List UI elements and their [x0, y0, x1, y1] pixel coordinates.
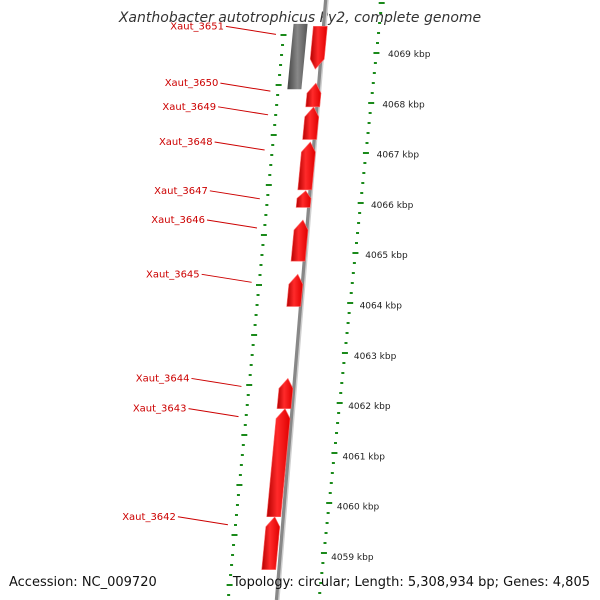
gene-label: Xaut_3650 — [165, 78, 219, 89]
gene-leader-line — [209, 190, 260, 200]
gene-leader-line — [218, 106, 269, 116]
kbp-label: 4067 kbp — [377, 151, 420, 161]
gene-label: Xaut_3646 — [151, 215, 205, 226]
gene-arrow[interactable] — [266, 408, 291, 518]
gene-labels: Xaut_3651 Xaut_3650 Xaut_3649 Xaut_3648 Xaut… — [122, 21, 277, 526]
gene-label: Xaut_3651 — [170, 21, 224, 32]
gene-leader-line — [188, 408, 239, 418]
kbp-label: 4066 kbp — [371, 201, 414, 211]
kbp-label: 4063 kbp — [354, 352, 397, 362]
backbone-highlight — [278, 0, 329, 600]
pseudo-gene-segment — [287, 23, 308, 90]
gene-arrow[interactable] — [276, 377, 294, 409]
left-tick-track — [226, 34, 287, 596]
gene-arrow[interactable] — [309, 26, 328, 70]
gene-label: Xaut_3647 — [154, 186, 208, 197]
kbp-label: 4069 kbp — [388, 50, 431, 60]
gene-label: Xaut_3648 — [159, 137, 213, 148]
kbp-label: 4064 kbp — [360, 302, 403, 312]
gene-leader-line — [201, 273, 252, 283]
gene-label: Xaut_3643 — [133, 404, 187, 415]
gene-track — [261, 23, 328, 570]
kbp-label: 4065 kbp — [365, 251, 408, 261]
gene-arrow[interactable] — [297, 141, 316, 191]
genome-title: Xanthobacter autotrophicus Py2, complete… — [118, 10, 482, 26]
kbp-label: 4062 kbp — [348, 402, 391, 412]
gene-leader-line — [206, 219, 258, 229]
gene-arrow[interactable] — [295, 190, 312, 208]
kbp-label: 4061 kbp — [343, 452, 386, 462]
kbp-ruler: 4069 kbp 4068 kbp 4067 kbp 4066 kbp 4065 kbp… — [331, 50, 431, 563]
gene-label: Xaut_3645 — [146, 269, 200, 280]
gene-leader-line — [214, 141, 265, 151]
topology-text: Topology: circular; Length: 5,308,934 bp… — [232, 575, 590, 590]
gene-arrow[interactable] — [290, 219, 309, 262]
gene-arrow[interactable] — [305, 82, 322, 108]
gene-arrow[interactable] — [261, 516, 281, 570]
gene-leader-line — [191, 377, 242, 387]
gene-arrow[interactable] — [302, 106, 320, 140]
gene-label: Xaut_3649 — [162, 102, 216, 113]
right-tick-track — [318, 2, 385, 594]
kbp-label: 4068 kbp — [382, 100, 425, 110]
genome-backbone — [274, 0, 329, 600]
kbp-label: 4060 kbp — [337, 503, 380, 513]
accession-text: Accession: NC_009720 — [9, 575, 157, 590]
gene-leader-line — [225, 25, 277, 35]
gene-arrow[interactable] — [286, 273, 304, 307]
gene-label: Xaut_3642 — [122, 512, 176, 523]
gene-leader-line — [177, 516, 228, 526]
gene-label: Xaut_3644 — [136, 373, 190, 384]
gene-leader-line — [220, 82, 271, 92]
kbp-label: 4059 kbp — [331, 553, 374, 563]
